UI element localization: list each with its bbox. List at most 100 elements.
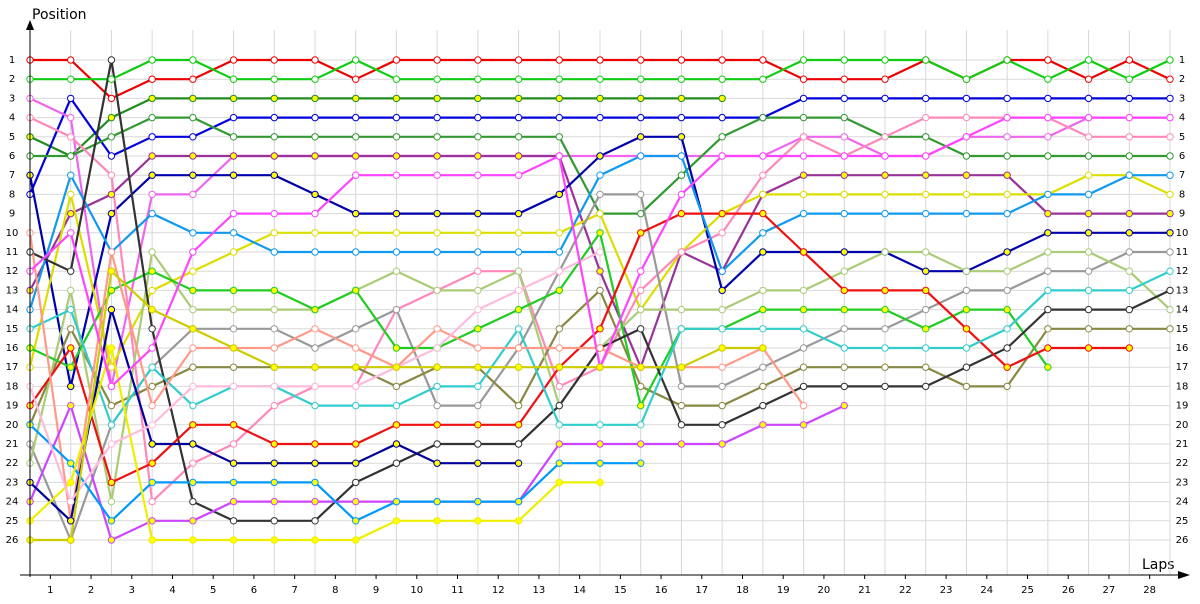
- lap-marker: [596, 248, 604, 256]
- lap-marker: [474, 248, 482, 256]
- lap-marker: [392, 152, 401, 160]
- lap-marker: [596, 440, 604, 448]
- lap-marker: [759, 421, 767, 429]
- lap-marker: [596, 325, 604, 333]
- lap-marker: [67, 75, 75, 83]
- lap-marker: [555, 56, 563, 64]
- lap-marker: [148, 152, 156, 160]
- y-tick-label-right: 12: [1176, 266, 1189, 277]
- lap-marker: [1166, 94, 1174, 103]
- lap-marker: [107, 152, 116, 160]
- lap-marker: [229, 133, 238, 141]
- lap-marker: [352, 325, 360, 333]
- lap-marker: [555, 286, 563, 295]
- lap-marker: [1125, 56, 1133, 64]
- lap-marker: [677, 421, 686, 429]
- y-tick-label: 11: [6, 247, 19, 258]
- y-tick-label-right: 8: [1179, 189, 1185, 200]
- lap-marker: [107, 94, 116, 103]
- lap-marker: [474, 94, 482, 103]
- lap-marker: [637, 440, 645, 448]
- lap-marker: [514, 517, 523, 525]
- lap-marker: [392, 421, 401, 429]
- lap-marker: [555, 363, 563, 371]
- lap-marker: [433, 517, 441, 525]
- lap-marker: [107, 382, 116, 391]
- lap-marker: [840, 152, 848, 160]
- lap-marker: [311, 325, 319, 333]
- lap-marker: [148, 113, 156, 122]
- lap-marker: [311, 56, 319, 64]
- lap-marker: [229, 113, 238, 122]
- lap-marker: [718, 56, 726, 64]
- x-tick-label: 20: [818, 585, 831, 596]
- y-tick-label: 8: [9, 189, 15, 200]
- lap-marker: [840, 209, 848, 218]
- lap-marker: [881, 344, 889, 352]
- lap-marker: [637, 75, 645, 83]
- lap-marker: [433, 325, 441, 333]
- lap-marker: [637, 152, 645, 160]
- lap-marker: [1044, 133, 1052, 141]
- lap-marker: [799, 344, 808, 352]
- lap-marker: [718, 363, 726, 371]
- lap-marker: [514, 344, 523, 352]
- lap-marker: [555, 440, 563, 448]
- y-tick-label: 18: [6, 381, 19, 392]
- lap-marker: [1003, 94, 1011, 103]
- lap-marker: [962, 152, 971, 160]
- lap-marker: [881, 286, 889, 295]
- lap-marker: [392, 171, 401, 179]
- lap-marker: [759, 190, 767, 199]
- lap-marker: [392, 229, 401, 237]
- lap-marker: [67, 536, 75, 544]
- lap-marker: [433, 382, 441, 391]
- lap-marker: [799, 421, 808, 429]
- lap-marker: [311, 536, 319, 544]
- lap-marker: [881, 363, 889, 371]
- lap-marker: [718, 382, 726, 391]
- x-tick-label: 1: [47, 585, 53, 596]
- x-tick-label: 6: [251, 585, 257, 596]
- lap-marker: [189, 536, 197, 544]
- lap-marker: [270, 363, 278, 371]
- lap-marker: [148, 517, 156, 525]
- lap-marker: [637, 305, 645, 314]
- lap-marker: [433, 113, 441, 122]
- lap-marker: [474, 152, 482, 160]
- lap-marker: [881, 190, 889, 199]
- lap-marker: [596, 363, 604, 371]
- lap-marker: [759, 325, 767, 333]
- lap-marker: [637, 190, 645, 199]
- lap-marker: [352, 344, 360, 352]
- lap-marker: [1084, 286, 1093, 295]
- lap-marker: [229, 344, 238, 352]
- lap-marker: [677, 363, 686, 371]
- lap-marker: [148, 421, 156, 429]
- lap-marker: [270, 286, 278, 295]
- lap-marker: [1044, 190, 1052, 199]
- lap-marker: [759, 113, 767, 122]
- y-tick-label: 22: [6, 458, 19, 469]
- lap-marker: [474, 517, 482, 525]
- lap-marker: [1084, 56, 1093, 64]
- lap-marker: [189, 459, 197, 467]
- x-tick-label: 16: [655, 585, 668, 596]
- lap-marker: [229, 94, 238, 103]
- lap-marker: [67, 56, 75, 64]
- lap-marker: [799, 401, 808, 410]
- lap-marker: [311, 459, 319, 467]
- lap-marker: [107, 209, 116, 218]
- lap-marker: [1003, 209, 1011, 218]
- lap-marker: [189, 478, 197, 487]
- lap-marker: [392, 459, 401, 467]
- x-tick-label: 27: [1103, 585, 1116, 596]
- lap-marker: [799, 382, 808, 391]
- lap-marker: [840, 382, 848, 391]
- lap-marker: [962, 113, 971, 122]
- y-tick-label: 17: [6, 362, 19, 373]
- lap-marker: [189, 113, 197, 122]
- lap-marker: [1003, 113, 1011, 122]
- lap-marker: [107, 56, 116, 64]
- y-tick-label-right: 19: [1176, 401, 1189, 412]
